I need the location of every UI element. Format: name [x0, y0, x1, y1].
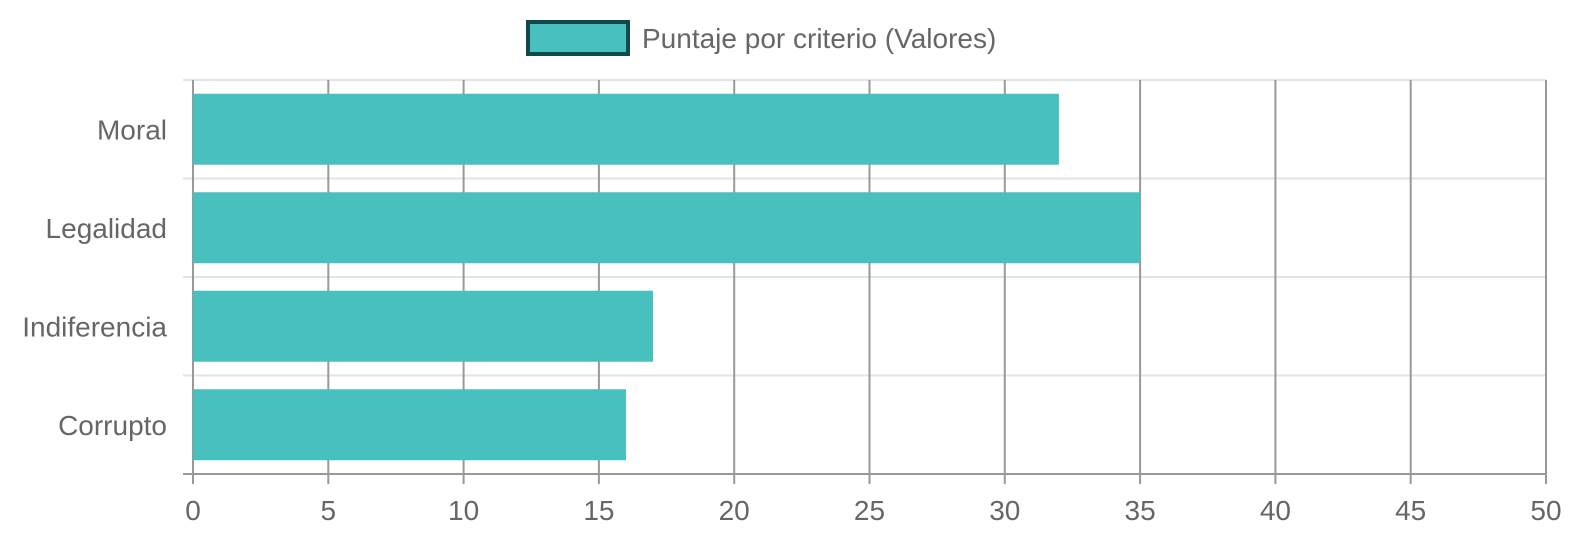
- legend-label[interactable]: Puntaje por criterio (Valores): [642, 23, 996, 54]
- bar-legalidad[interactable]: [193, 192, 1141, 264]
- x-tick-label: 40: [1260, 495, 1291, 526]
- x-tick-label: 20: [719, 495, 750, 526]
- y-tick-label: Moral: [97, 114, 167, 145]
- bar-indiferencia[interactable]: [193, 290, 654, 362]
- x-tick-label: 30: [989, 495, 1020, 526]
- bar-corrupto[interactable]: [193, 389, 626, 461]
- x-tick-label: 10: [448, 495, 479, 526]
- x-tick-label: 25: [854, 495, 885, 526]
- x-tick-label: 5: [321, 495, 337, 526]
- x-tick-label: 35: [1125, 495, 1156, 526]
- axes: 0 5 10 15 20 25 30 35 40 45 50 Moral Legalidad Indife…: [22, 114, 1561, 526]
- bars: [193, 93, 1141, 461]
- y-tick-label: Legalidad: [46, 213, 167, 244]
- x-tick-label: 0: [185, 495, 201, 526]
- x-tick-label: 50: [1530, 495, 1561, 526]
- legend-swatch[interactable]: [526, 20, 630, 56]
- x-tick-label: 45: [1395, 495, 1426, 526]
- legend[interactable]: Puntaje por criterio (Valores): [526, 20, 996, 56]
- y-tick-label: Corrupto: [58, 410, 167, 441]
- bar-moral[interactable]: [193, 93, 1059, 165]
- y-tick-label: Indiferencia: [22, 311, 167, 342]
- x-tick-label: 15: [583, 495, 614, 526]
